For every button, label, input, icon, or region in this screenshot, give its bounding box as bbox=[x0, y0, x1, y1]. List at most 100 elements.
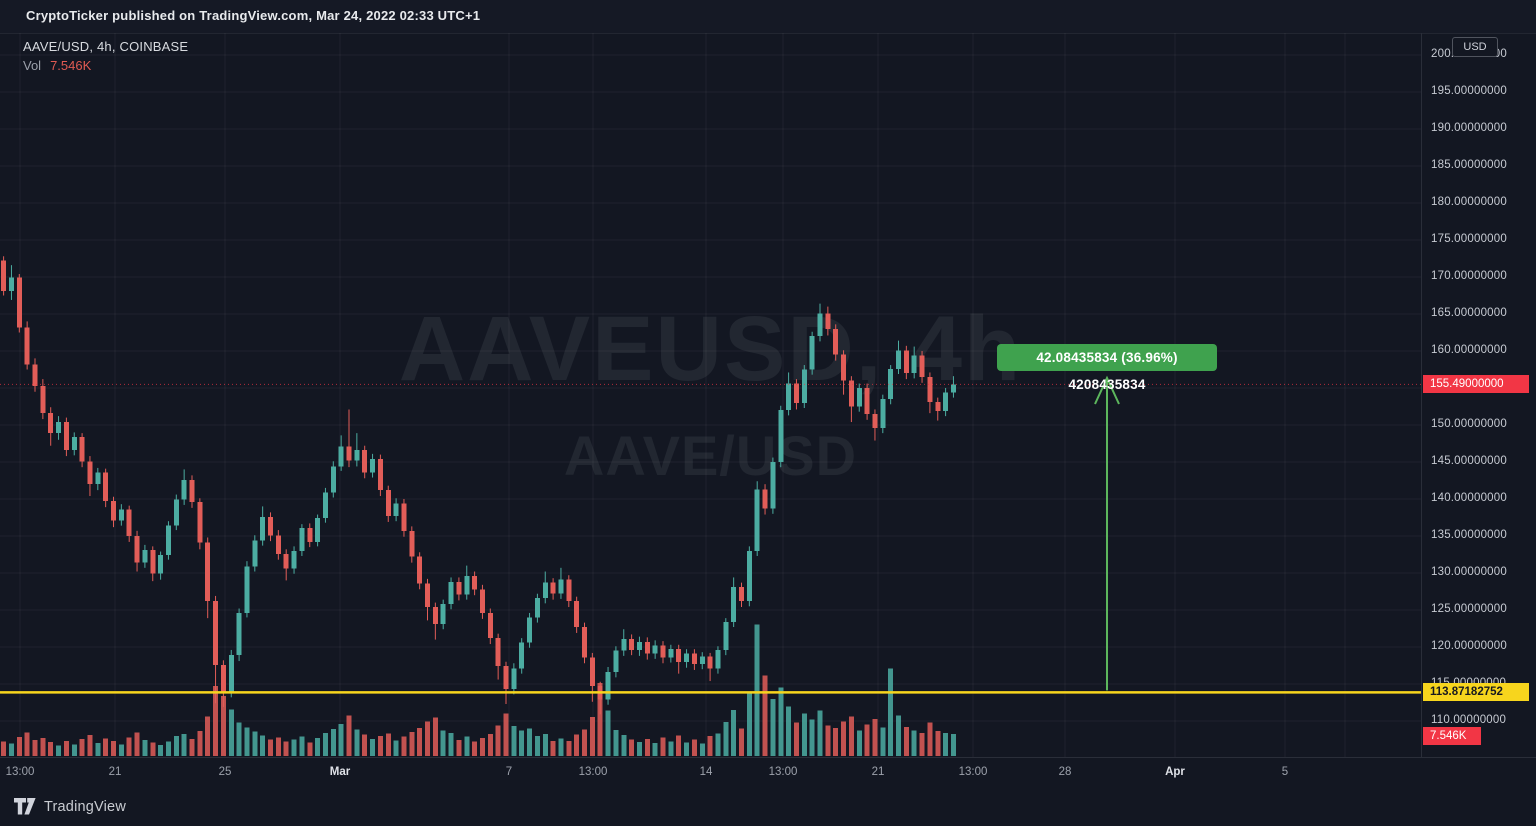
candle-body bbox=[684, 653, 690, 662]
time-tick-label: 5 bbox=[1281, 766, 1289, 778]
candle-body bbox=[440, 604, 446, 625]
candle-body bbox=[213, 601, 219, 665]
candle-body bbox=[848, 380, 854, 407]
volume-bar bbox=[644, 738, 650, 756]
candle-body bbox=[307, 527, 313, 542]
volume-label: Vol bbox=[23, 58, 42, 73]
volume-bar bbox=[558, 738, 564, 756]
volume-bar bbox=[252, 731, 258, 756]
time-tick-label: 13:00 bbox=[578, 766, 608, 778]
volume-bar bbox=[307, 742, 313, 756]
volume-bar bbox=[56, 745, 62, 756]
volume-bar bbox=[142, 739, 148, 756]
candle-body bbox=[150, 550, 156, 574]
tradingview-brand-link[interactable]: TradingView bbox=[14, 798, 126, 815]
candle-body bbox=[95, 472, 101, 485]
candle-body bbox=[40, 385, 46, 414]
volume-bar bbox=[456, 740, 462, 756]
candle-body bbox=[252, 540, 258, 567]
candle-body bbox=[527, 617, 533, 643]
volume-bar bbox=[32, 740, 38, 756]
candle-body bbox=[793, 383, 799, 403]
volume-bar bbox=[275, 737, 281, 756]
volume-bar bbox=[550, 740, 556, 756]
time-tick-label: 13:00 bbox=[5, 766, 35, 778]
volume-bar bbox=[668, 741, 674, 756]
volume-bar bbox=[385, 733, 391, 756]
tradingview-logo-icon bbox=[14, 798, 36, 815]
candle-body bbox=[911, 355, 917, 374]
volume-bar bbox=[479, 737, 485, 756]
price-tick-label: 195.00000000 bbox=[1431, 85, 1507, 97]
volume-bar bbox=[464, 736, 470, 756]
volume-bar bbox=[707, 736, 713, 756]
volume-bar bbox=[495, 725, 501, 756]
volume-bar bbox=[220, 696, 226, 756]
candle-body bbox=[613, 650, 619, 673]
volume-bar bbox=[770, 699, 776, 756]
candle-body bbox=[644, 641, 650, 654]
time-tick-label: 7 bbox=[505, 766, 513, 778]
price-axis[interactable]: USD 155.49000000 113.87182752 7.546K 200… bbox=[1421, 33, 1536, 757]
volume-bar bbox=[48, 741, 54, 756]
volume-bar bbox=[370, 739, 376, 756]
candle-body bbox=[778, 410, 784, 462]
candle-body bbox=[189, 479, 195, 502]
price-tick-label: 145.00000000 bbox=[1431, 455, 1507, 467]
candle-body bbox=[723, 621, 729, 650]
price-tick-label: 180.00000000 bbox=[1431, 196, 1507, 208]
currency-toggle-button[interactable]: USD bbox=[1452, 37, 1498, 57]
volume-bar bbox=[519, 730, 525, 756]
candle-body bbox=[919, 355, 925, 377]
candle-body bbox=[56, 422, 62, 434]
candle-body bbox=[32, 364, 38, 386]
volume-bar bbox=[393, 740, 399, 756]
volume-bar bbox=[935, 731, 941, 756]
price-tick-label: 170.00000000 bbox=[1431, 270, 1507, 282]
volume-bar bbox=[605, 710, 611, 756]
volume-bar bbox=[636, 741, 642, 756]
candle-body bbox=[322, 492, 328, 519]
candle-body bbox=[220, 664, 226, 693]
candle-body bbox=[542, 582, 548, 599]
candle-body bbox=[770, 462, 776, 509]
volume-bar bbox=[950, 733, 956, 756]
volume-bar bbox=[629, 739, 635, 756]
volume-bar bbox=[417, 727, 423, 756]
price-tick-label: 120.00000000 bbox=[1431, 640, 1507, 652]
attribution-text: CryptoTicker published on TradingView.co… bbox=[26, 8, 481, 23]
volume-bar bbox=[189, 738, 195, 756]
time-axis[interactable]: 13:00 21 25 Mar 7 13:00 14 13:00 21 13:00 28 Apr 5 bbox=[0, 757, 1536, 790]
candle-body bbox=[621, 638, 627, 651]
volume-bar bbox=[911, 730, 917, 756]
volume-bar bbox=[377, 735, 383, 756]
volume-bar bbox=[24, 732, 30, 756]
price-tick-label: 135.00000000 bbox=[1431, 529, 1507, 541]
candle-body bbox=[762, 489, 768, 509]
volume-bar bbox=[739, 728, 744, 756]
candle-body bbox=[582, 627, 587, 658]
volume-bar bbox=[401, 736, 407, 756]
attribution-bar: CryptoTicker published on TradingView.co… bbox=[0, 0, 1536, 34]
candle-body bbox=[385, 490, 391, 517]
volume-bar bbox=[409, 731, 415, 756]
volume-bar bbox=[880, 727, 886, 756]
candle-body bbox=[817, 313, 823, 337]
volume-bar bbox=[283, 741, 289, 756]
candle-body bbox=[880, 399, 886, 428]
candle-body bbox=[464, 575, 470, 595]
candle-body bbox=[260, 516, 266, 541]
candle-body bbox=[668, 649, 674, 658]
candle-body bbox=[134, 536, 140, 563]
candle-body bbox=[142, 550, 148, 563]
candle-body bbox=[244, 566, 250, 613]
candle-body bbox=[896, 350, 901, 369]
volume-bar bbox=[856, 730, 862, 756]
candle-body bbox=[691, 653, 697, 665]
candle-body bbox=[833, 328, 839, 355]
volume-bar bbox=[589, 716, 595, 756]
candle-body bbox=[79, 436, 85, 462]
volume-bar bbox=[848, 716, 854, 756]
legend-symbol-line[interactable]: AAVE/USD, 4h, COINBASE bbox=[23, 39, 189, 54]
